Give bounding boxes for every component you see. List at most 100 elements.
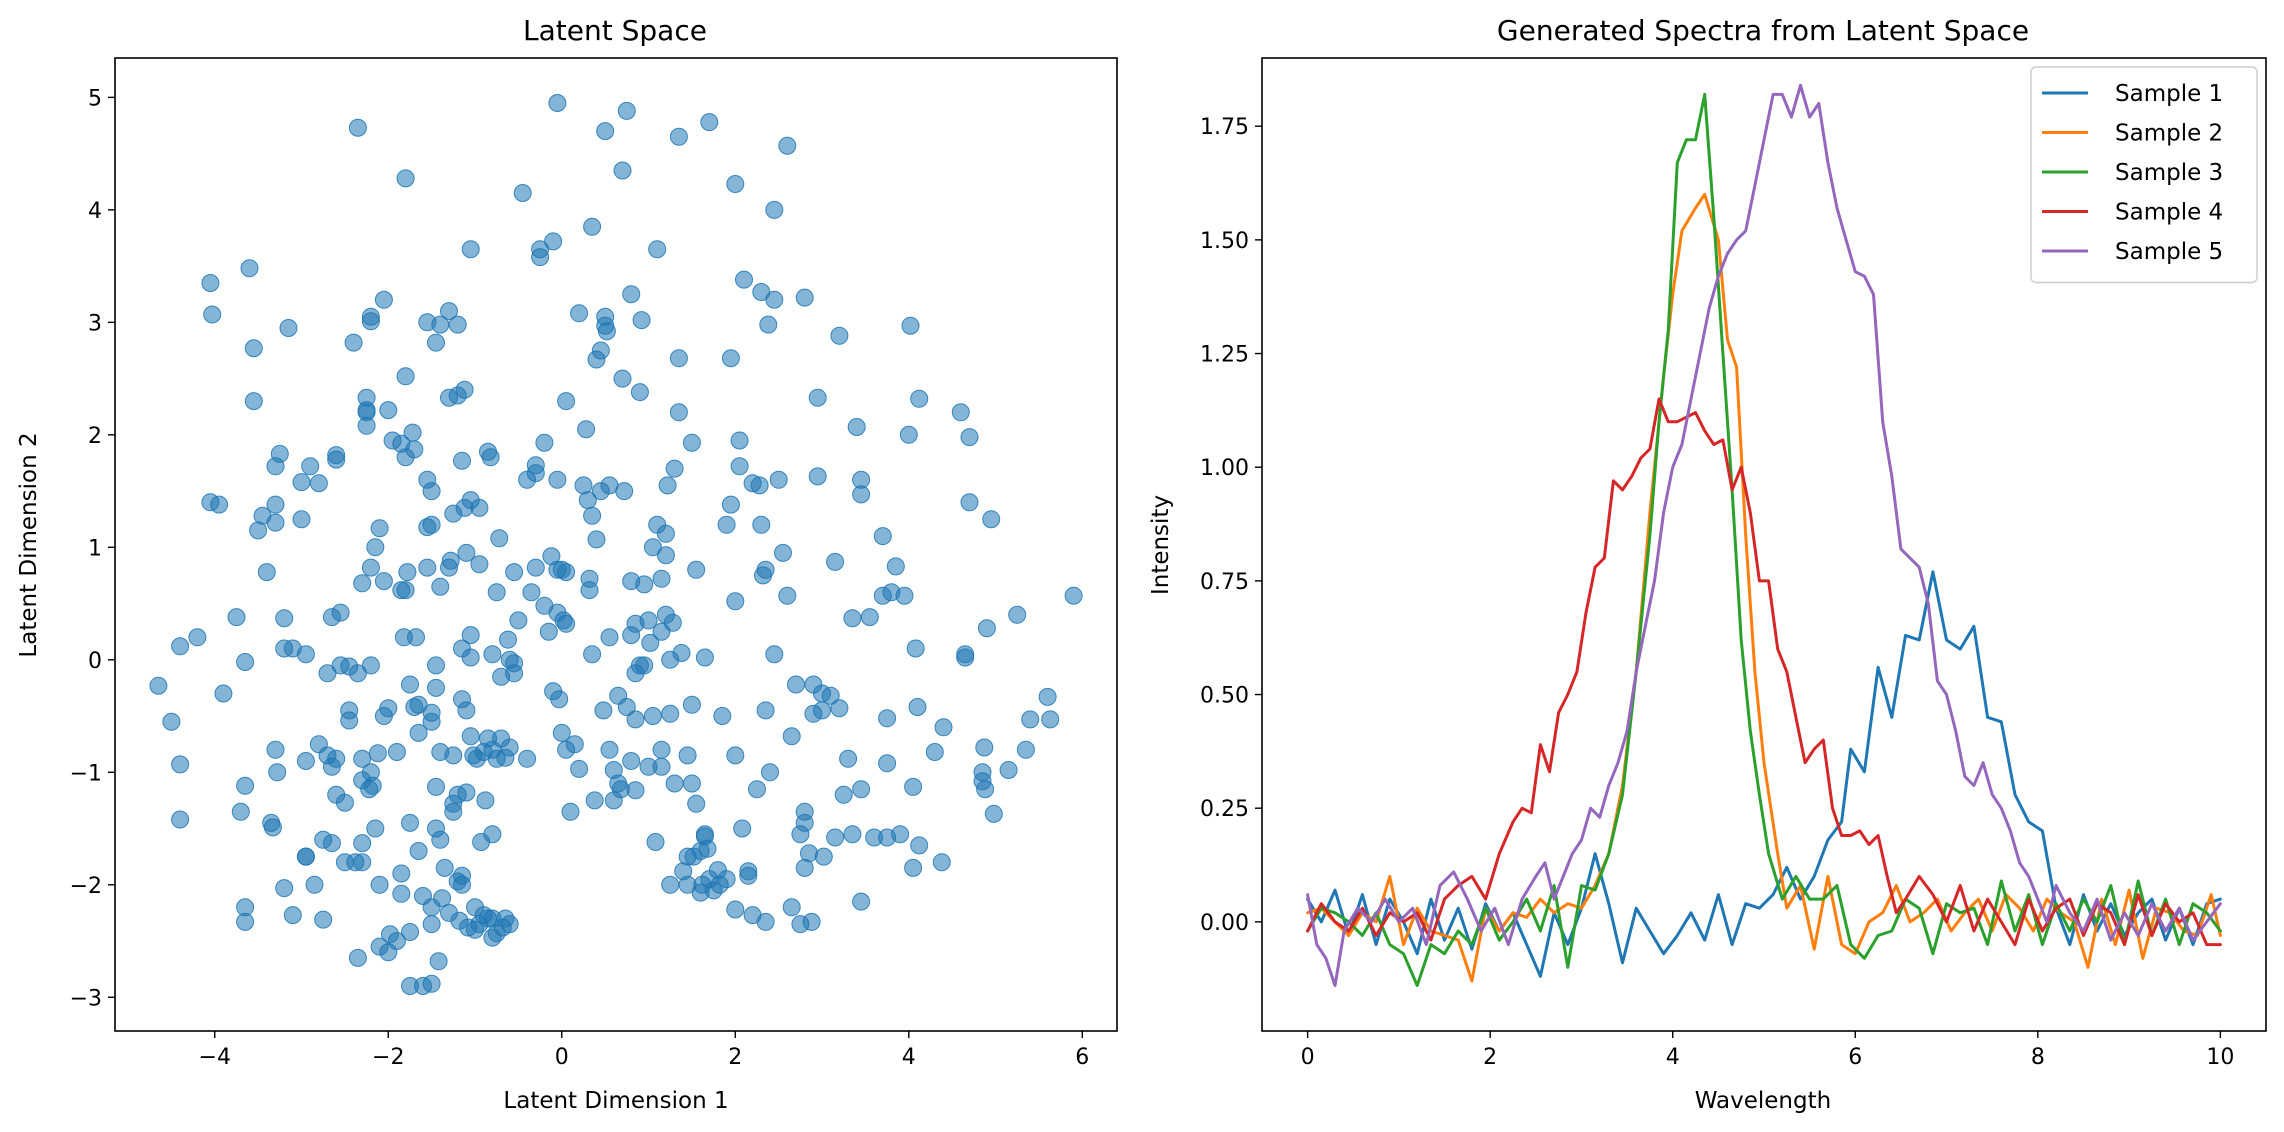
scatter-point-82 [361, 558, 380, 577]
scatter-y-axis-label: Latent Dimension 2 [16, 432, 42, 657]
scatter-point-89 [370, 875, 389, 894]
scatter-x-tick-label: 6 [1075, 1045, 1089, 1070]
scatter-point-154 [444, 746, 463, 765]
scatter-point-307 [661, 704, 680, 723]
scatter-point-254 [585, 791, 604, 810]
scatter-point-346 [726, 900, 745, 919]
scatter-point-382 [802, 912, 821, 931]
scatter-y-tick-label: 3 [88, 311, 102, 336]
scatter-point-101 [387, 932, 406, 950]
scatter-point-444 [1064, 586, 1083, 605]
scatter-point-9 [203, 305, 222, 324]
scatter-point-176 [461, 648, 480, 667]
scatter-point-104 [392, 864, 411, 883]
scatter-point-284 [626, 781, 645, 800]
scatter-point-397 [843, 609, 862, 628]
scatter-point-358 [752, 515, 771, 534]
scatter-point-256 [587, 530, 606, 549]
scatter-point-107 [396, 169, 415, 188]
spectra-x-tick-label: 8 [2031, 1045, 2045, 1070]
scatter-point-3 [171, 755, 190, 774]
scatter-point-215 [513, 184, 532, 202]
scatter-point-422 [910, 836, 929, 855]
scatter-point-211 [505, 563, 524, 582]
spectra-x-tick-label: 0 [1301, 1045, 1315, 1070]
scatter-point-68 [348, 664, 367, 683]
scatter-point-234 [550, 690, 569, 709]
scatter-point-4 [171, 810, 190, 829]
scatter-point-201 [490, 529, 509, 548]
scatter-point-343 [726, 175, 745, 193]
scatter-point-439 [1008, 605, 1027, 624]
scatter-point-314 [669, 403, 688, 422]
scatter-point-24 [263, 818, 282, 837]
scatter-point-443 [1041, 710, 1060, 729]
scatter-point-133 [422, 974, 441, 993]
legend-label: Sample 2 [2115, 121, 2223, 147]
scatter-point-152 [441, 551, 460, 570]
scatter-point-364 [761, 763, 779, 782]
scatter-point-250 [580, 581, 599, 600]
scatter-point-428 [956, 648, 975, 667]
scatter-point-342 [721, 495, 740, 514]
scatter-point-210 [500, 915, 519, 934]
scatter-point-208 [500, 738, 519, 757]
scatter-point-44 [305, 875, 324, 894]
scatter-point-188 [476, 791, 495, 810]
scatter-point-325 [687, 794, 706, 813]
scatter-point-46 [309, 474, 328, 493]
scatter-point-8 [201, 274, 220, 292]
scatter-point-137 [427, 678, 445, 697]
scatter-plot-frame [114, 57, 1118, 1032]
scatter-point-218 [522, 583, 541, 602]
scatter-point-372 [782, 727, 801, 746]
scatter-point-309 [663, 613, 682, 632]
scatter-point-112 [401, 675, 419, 694]
legend-label: Sample 1 [2115, 81, 2223, 107]
scatter-point-244 [570, 759, 589, 778]
scatter-point-37 [292, 473, 311, 492]
scatter-point-167 [455, 380, 474, 399]
scatter-point-438 [999, 761, 1018, 779]
scatter-point-193 [483, 645, 502, 664]
scatter-point-247 [577, 420, 596, 439]
scatter-point-347 [730, 431, 749, 450]
scatter-point-292 [641, 633, 660, 652]
scatter-point-40 [296, 752, 315, 770]
legend-box [2030, 66, 2258, 284]
scatter-point-436 [982, 510, 1001, 529]
scatter-point-240 [557, 563, 576, 582]
spectra-x-ticks: 0 2 4 6 8 10 [1301, 1031, 2234, 1070]
spectra-x-axis-label: Wavelength [1695, 1088, 1831, 1114]
scatter-point-362 [756, 701, 775, 720]
scatter-point-2 [171, 637, 190, 656]
scatter-point-117 [405, 440, 424, 459]
scatter-point-395 [834, 785, 853, 804]
scatter-point-413 [891, 825, 910, 844]
scatter-point-418 [904, 858, 923, 877]
scatter-point-295 [646, 833, 665, 851]
spectrum-line-sample-4 [1306, 397, 2222, 947]
scatter-point-49 [318, 664, 337, 683]
scatter-point-302 [656, 546, 675, 565]
scatter-points [149, 94, 1083, 995]
scatter-point-177 [461, 727, 480, 746]
scatter-point-392 [826, 828, 845, 847]
scatter-point-294 [643, 707, 662, 725]
scatter-point-276 [617, 698, 636, 716]
scatter-point-105 [392, 884, 411, 903]
scatter-point-74 [353, 853, 372, 872]
scatter-point-322 [682, 774, 701, 793]
scatter-point-386 [808, 467, 827, 486]
scatter-point-162 [453, 451, 471, 470]
legend-label: Sample 4 [2115, 200, 2223, 226]
scatter-point-19 [244, 392, 263, 411]
spectra-x-tick-label: 2 [1483, 1045, 1497, 1070]
scatter-point-398 [843, 825, 862, 844]
scatter-point-366 [765, 290, 784, 309]
scatter-point-286 [630, 383, 649, 402]
scatter-point-417 [904, 777, 923, 796]
scatter-point-136 [427, 333, 445, 352]
scatter-point-134 [422, 915, 441, 934]
